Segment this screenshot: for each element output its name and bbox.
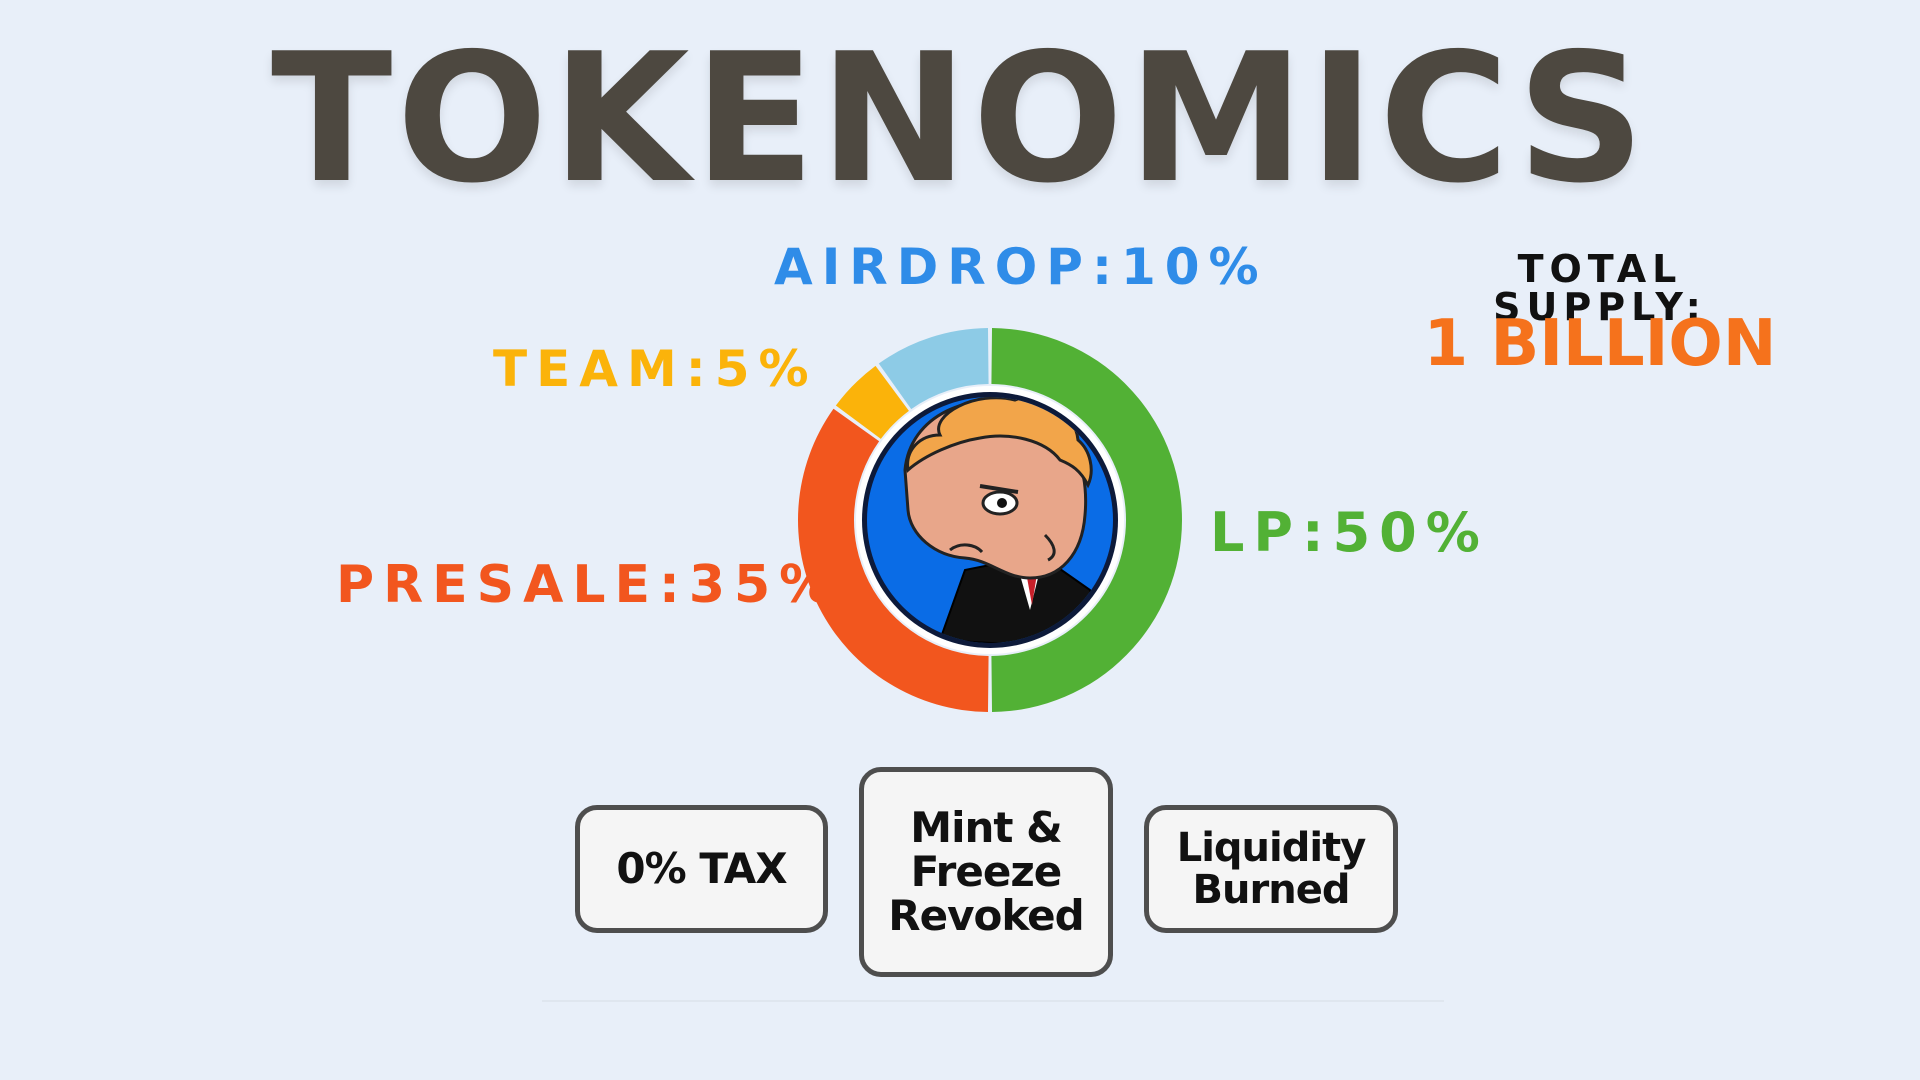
airdrop-label: AIRDROP:10% — [774, 238, 1268, 296]
tie — [1026, 572, 1037, 605]
page-title: TOKENOMICS — [270, 15, 1650, 222]
bottom-divider — [542, 1000, 1444, 1002]
center-avatar — [856, 386, 1124, 654]
mouth — [949, 543, 984, 554]
donut-segment-presale — [798, 408, 989, 712]
feature-badge-liquidity: Liquidity Burned — [1144, 805, 1398, 933]
presale-label: PRESALE:35% — [336, 555, 841, 615]
hair-shape — [906, 397, 1093, 489]
feature-badge-tax: 0% TAX — [575, 805, 828, 933]
feature-mint-freeze-text: Mint & Freeze Revoked — [888, 802, 1084, 941]
feature-tax-text: 0% TAX — [616, 843, 787, 893]
ear-line — [1043, 533, 1056, 562]
donut-segment-lp — [991, 328, 1183, 712]
feature-liquidity-text: Liquidity Burned — [1176, 825, 1367, 913]
feature-badge-mint-freeze: Mint & Freeze Revoked — [859, 767, 1113, 977]
total-supply-label: TOTAL SUPPLY: — [1493, 247, 1707, 329]
tokenomics-donut-chart — [798, 328, 1183, 712]
lp-label: LP:50% — [1210, 501, 1489, 564]
donut-segment-team — [835, 365, 909, 439]
pupil — [997, 498, 1007, 508]
eyebrow — [979, 484, 1019, 494]
total-supply-value: 1 BILLION — [1423, 307, 1777, 381]
donut-segments — [798, 328, 1183, 712]
team-label: TEAM:5% — [493, 340, 818, 398]
donut-segment-airdrop — [878, 328, 989, 410]
